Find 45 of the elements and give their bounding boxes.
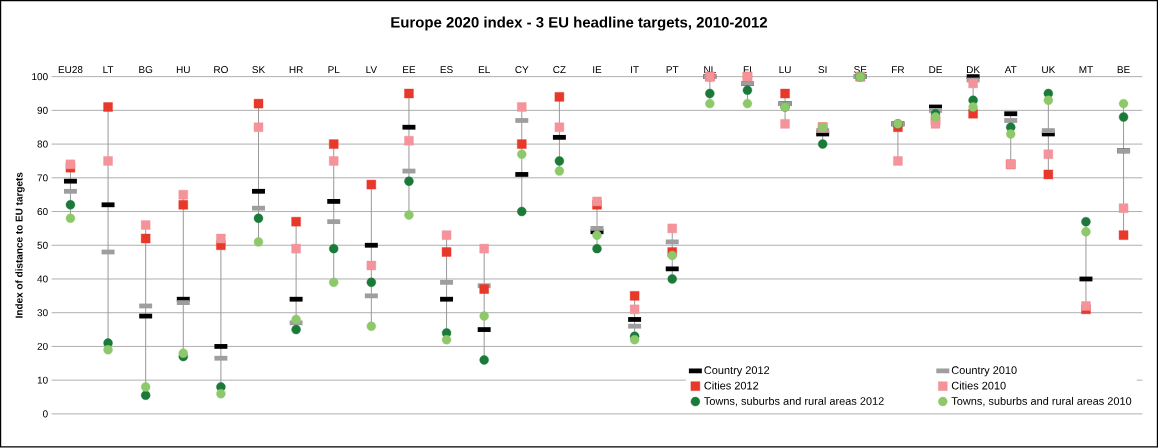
y-tick-label: 50: [37, 241, 48, 250]
y-tick-label: 80: [37, 140, 48, 148]
x-tick-label: LT: [103, 66, 114, 74]
y-tick-label: 90: [37, 107, 48, 115]
legend-label: Towns, suburbs and rural areas 2012: [704, 397, 884, 407]
legend-label: Country 2010: [951, 366, 1017, 377]
y-tick-label: 20: [37, 343, 48, 351]
y-tick-label: 30: [37, 309, 48, 317]
x-tick-label: LU: [779, 66, 791, 74]
x-tick-label: BE: [1117, 66, 1130, 74]
x-tick-label: EL: [478, 66, 490, 74]
x-tick-label: DE: [929, 66, 942, 74]
x-tick-label: RO: [214, 66, 228, 74]
legend-label: Towns, suburbs and rural areas 2010: [951, 397, 1132, 407]
x-tick-label: FR: [892, 66, 905, 74]
legend-label: Cities 2012: [704, 381, 759, 390]
x-tick-label: PL: [328, 66, 340, 74]
x-tick-label: MT: [1079, 66, 1093, 74]
x-tick-label: CZ: [553, 66, 566, 74]
x-tick-label: PT: [666, 66, 679, 74]
x-tick-label: HR: [289, 66, 303, 74]
x-tick-label: EE: [403, 66, 416, 74]
x-tick-label: SI: [818, 66, 827, 74]
x-tick-label: CY: [515, 66, 529, 74]
x-tick-label: DK: [967, 66, 980, 74]
x-tick-label: SK: [252, 66, 266, 74]
x-tick-label: IT: [631, 66, 639, 74]
chart-title: Europe 2020 index - 3 EU headline targets, 2010-2012: [391, 16, 768, 31]
x-tick-label: AT: [1004, 66, 1017, 74]
x-tick-label: HU: [176, 66, 190, 74]
legend-label: Cities 2010: [951, 381, 1006, 390]
x-tick-label: UK: [1042, 66, 1056, 74]
x-tick-label: LV: [366, 66, 378, 74]
y-tick-label: 60: [37, 208, 48, 216]
y-tick-label: 40: [37, 275, 48, 283]
y-tick-label: 10: [37, 376, 48, 384]
y-tick-label: 100: [32, 73, 48, 81]
y-tick-label: 70: [37, 174, 48, 182]
y-tick-label: 0: [42, 410, 48, 418]
x-tick-label: BG: [139, 66, 153, 74]
legend-label: Country 2012: [704, 366, 770, 377]
y-axis-title: Index of distance to EU targets: [15, 172, 25, 318]
x-tick-label: EU28: [58, 66, 83, 74]
x-tick-label: IE: [593, 66, 602, 74]
x-tick-label: ES: [440, 66, 453, 74]
